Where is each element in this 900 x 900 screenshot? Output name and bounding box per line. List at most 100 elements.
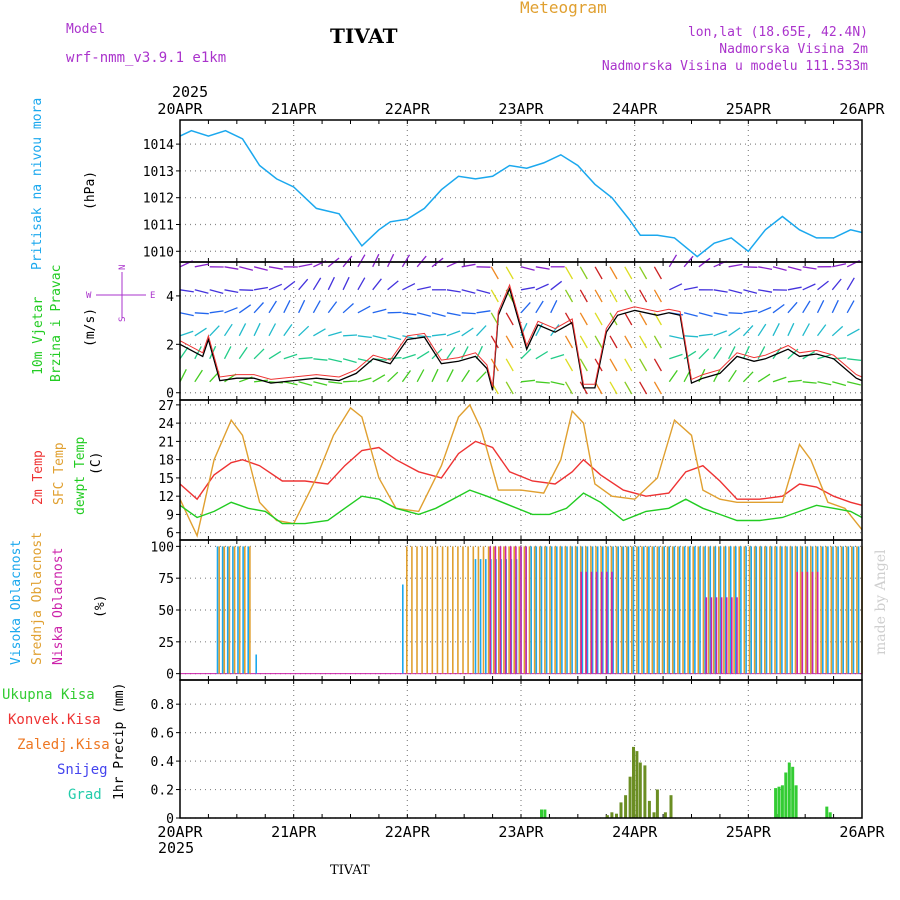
wind-arrow <box>550 381 565 386</box>
wind-arrow <box>313 328 326 337</box>
wind-arrow <box>268 300 277 314</box>
wind-arrow <box>401 254 411 268</box>
wind-arrow <box>772 376 787 383</box>
model-name: wrf-nmm_v3.9.1 e1km <box>66 50 226 66</box>
wind-arrow <box>239 266 254 271</box>
precip-bar <box>647 800 651 818</box>
dewpt-ylabel: dewpt Temp <box>73 437 88 515</box>
wind-arrow <box>802 266 817 270</box>
wind-arrow <box>417 286 432 291</box>
wind-arrow <box>683 312 698 317</box>
watermark: made by Angel <box>873 549 889 655</box>
wind-arrow <box>476 325 487 337</box>
wind-arrow <box>550 324 560 337</box>
wind-arrow <box>831 325 844 337</box>
station-bottom: TIVAT <box>330 863 370 878</box>
wind-arrow <box>832 357 847 360</box>
wind-arrow <box>416 350 430 360</box>
temp2m-ylabel: 2m Temp <box>31 450 46 505</box>
wind-arrow <box>564 335 574 349</box>
wind-arrow <box>224 307 238 314</box>
precip-bar <box>669 795 673 818</box>
y-tick-label: 24 <box>158 417 174 432</box>
wind-arrow <box>327 301 338 314</box>
wind-arrow <box>209 310 224 314</box>
precip-unit: 1hr Precip (mm) <box>112 683 127 800</box>
y-tick-label: 1010 <box>143 245 174 260</box>
wind-arrow <box>268 283 283 291</box>
wind-arrow <box>490 335 499 349</box>
wind-arrow <box>417 312 431 317</box>
y-tick-label: 15 <box>158 472 174 487</box>
wind-arrow <box>298 278 309 291</box>
precip-bar <box>543 809 547 818</box>
legend-conv-rain: Konvek.Kisa <box>8 712 101 728</box>
x-tick-label-top: 23APR <box>498 100 544 118</box>
legend-total-rain: Ukupna Kisa <box>2 687 95 703</box>
wind-arrow <box>639 312 648 326</box>
year-bottom: 2025 <box>158 839 194 857</box>
wind-arrow <box>743 289 758 294</box>
wind-arrow <box>594 289 603 303</box>
wind-arrow <box>194 289 209 294</box>
cloud-low-ylabel: Niska Oblacnost <box>51 548 66 665</box>
wind-arrow <box>831 278 842 291</box>
wind-arrow <box>816 324 827 337</box>
wind-arrow <box>624 358 633 372</box>
precip-bar <box>794 785 798 818</box>
wind-arrow <box>728 369 737 383</box>
x-tick-label-top: 20APR <box>157 100 203 118</box>
wind-ylabel: 10m Vjetar <box>31 297 46 375</box>
wind-arrow <box>357 335 372 339</box>
wind-arrow <box>372 335 387 340</box>
wind-arrow <box>387 280 399 291</box>
wind-arrow <box>268 350 282 360</box>
precip-bar <box>615 813 618 818</box>
wind-arrow <box>847 358 862 362</box>
wind-arrow <box>728 346 736 360</box>
precip-bar <box>825 806 829 818</box>
wind-arrow <box>298 263 313 268</box>
wind-arrow <box>461 327 474 337</box>
legend-frz-rain: Zaledj.Kisa <box>17 737 110 753</box>
wind-arrow <box>758 289 773 293</box>
precip-bar <box>784 772 788 818</box>
wind-arrow <box>624 335 633 349</box>
wind-panel: 0 2 4 <box>166 253 863 402</box>
wind-arrow <box>283 280 296 291</box>
wind-arrow <box>609 358 618 372</box>
wind-arrow <box>387 253 395 268</box>
wind-arrow <box>579 289 588 303</box>
wind-arrow <box>609 312 618 326</box>
wind-arrow <box>387 371 399 383</box>
wind-arrow <box>461 289 476 294</box>
wind-arrow <box>431 312 446 318</box>
wind-arrow <box>728 312 743 315</box>
wind-arrow <box>816 300 825 314</box>
wind-arrow <box>298 299 306 314</box>
wind-arrow <box>327 276 335 291</box>
precip-bar <box>791 766 795 818</box>
y-tick-label: 27 <box>158 399 174 414</box>
wind-arrow <box>520 348 532 360</box>
wind-arrow <box>238 304 252 314</box>
cloud-high-ylabel: Visoka Oblacnost <box>9 540 24 665</box>
wind-arrow <box>283 381 298 386</box>
wind-arrow <box>713 289 728 293</box>
wind-arrow <box>535 350 549 360</box>
y-tick-label: 0 <box>166 668 174 683</box>
wind-arrow <box>505 312 514 326</box>
wind-arrow <box>372 308 387 314</box>
pressure-line <box>179 129 863 258</box>
wind-arrow <box>564 266 574 280</box>
wind-arrow <box>179 330 194 337</box>
wind-arrow <box>713 346 723 360</box>
wind-arrow <box>772 266 787 272</box>
compass-s-label: S <box>118 317 128 322</box>
wind-arrow <box>669 283 683 291</box>
wind-arrow <box>653 289 662 303</box>
wind-arrow <box>624 266 633 280</box>
wind-arrow <box>505 335 514 349</box>
wind-arrow <box>520 266 535 271</box>
wind-arrow <box>224 289 239 294</box>
